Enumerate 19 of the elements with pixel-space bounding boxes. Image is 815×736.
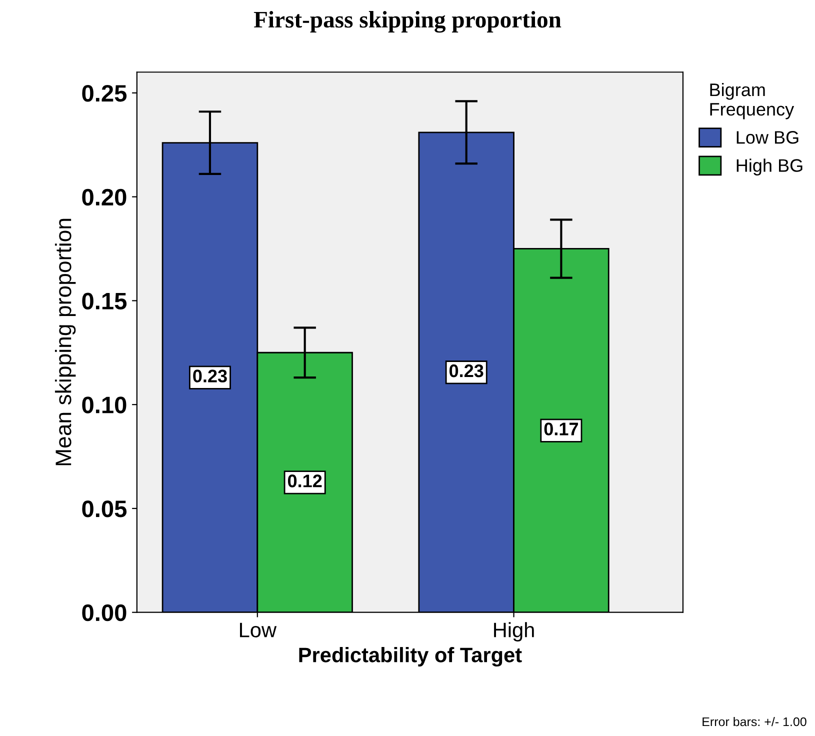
y-tick-label: 0.00 [82, 604, 126, 622]
y-tick-label: 0.15 [82, 292, 127, 310]
y-tick-label: 0.25 [82, 84, 127, 102]
text: Error bars: +/- 1.00 [702, 716, 806, 726]
data-label: 0.17 [544, 422, 578, 436]
x-tick-label: Low [240, 622, 277, 638]
data-label: 0.23 [193, 370, 227, 382]
y-tick-label: 0.05 [82, 500, 127, 518]
data-label: 0.12 [288, 474, 322, 488]
x-axis-title: Predictability of Target [299, 647, 522, 667]
chart-title: First-pass skipping proportion [254, 11, 562, 33]
y-axis-title: Mean skipping proportion [54, 218, 76, 466]
data-label: 0.23 [449, 364, 484, 378]
y-tick-label: 0.10 [82, 396, 126, 414]
x-tick-label: High [494, 622, 534, 642]
legend-label: Low BG [736, 131, 798, 144]
legend-label: High BG [736, 158, 802, 176]
legend-title: Bigram Frequency [710, 82, 794, 120]
y-tick-label: 0.20 [82, 188, 126, 206]
